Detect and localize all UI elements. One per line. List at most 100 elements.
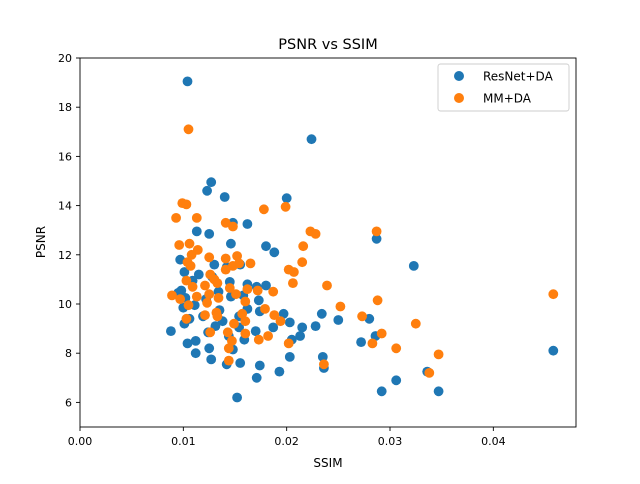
data-point-0-4 bbox=[219, 192, 230, 202]
data-point-0-79 bbox=[391, 375, 402, 386]
x-tick-label-1: 0.01 bbox=[171, 435, 196, 448]
data-point-1-64 bbox=[410, 318, 421, 329]
data-point-0-82 bbox=[232, 392, 243, 403]
data-point-0-70 bbox=[317, 352, 328, 362]
data-point-1-32 bbox=[187, 281, 198, 292]
data-point-1-39 bbox=[322, 280, 332, 291]
data-point-1-62 bbox=[229, 318, 239, 329]
data-point-0-42 bbox=[333, 315, 344, 325]
data-point-0-71 bbox=[206, 354, 217, 365]
data-point-0-67 bbox=[356, 337, 366, 347]
data-point-1-2 bbox=[181, 199, 192, 210]
data-point-1-68 bbox=[263, 331, 273, 341]
data-point-1-51 bbox=[372, 295, 383, 306]
y-tick-label-0: 6 bbox=[65, 396, 72, 409]
y-tick-label-4: 14 bbox=[58, 200, 72, 213]
data-point-1-16 bbox=[204, 252, 215, 263]
data-point-1-38 bbox=[288, 278, 298, 288]
y-tick-label-3: 12 bbox=[58, 249, 72, 262]
data-point-1-34 bbox=[212, 278, 223, 288]
y-axis-ticks: 6 8 10 12 14 16 18 20 bbox=[58, 52, 80, 409]
data-point-1-63 bbox=[357, 311, 367, 322]
data-point-0-64 bbox=[182, 338, 193, 349]
x-tick-label-2: 0.02 bbox=[274, 435, 299, 448]
x-axis-label: SSIM bbox=[313, 456, 342, 470]
data-point-1-36 bbox=[242, 284, 253, 295]
data-point-0-54 bbox=[310, 321, 321, 331]
data-point-0-5 bbox=[281, 193, 292, 204]
data-point-1-26 bbox=[289, 267, 299, 277]
data-point-1-33 bbox=[200, 280, 210, 291]
data-point-0-53 bbox=[297, 322, 308, 333]
data-point-1-53 bbox=[260, 304, 270, 314]
legend-marker-mm-da bbox=[454, 93, 464, 103]
data-point-1-74 bbox=[391, 343, 402, 354]
data-point-0-83 bbox=[548, 345, 559, 356]
data-point-1-23 bbox=[234, 258, 245, 269]
data-point-0-20 bbox=[193, 269, 204, 280]
data-point-0-7 bbox=[204, 229, 215, 239]
data-point-1-76 bbox=[223, 355, 234, 366]
data-point-0-65 bbox=[295, 331, 305, 341]
data-point-0-14 bbox=[209, 259, 220, 270]
data-point-1-60 bbox=[240, 316, 251, 327]
data-point-0-11 bbox=[261, 241, 271, 252]
data-point-1-17 bbox=[220, 253, 231, 264]
data-point-0-18 bbox=[371, 233, 382, 244]
legend: ResNet+DA MM+DA bbox=[437, 63, 570, 112]
data-point-1-11 bbox=[371, 226, 382, 237]
data-point-1-12 bbox=[174, 240, 185, 250]
data-point-1-56 bbox=[237, 308, 248, 319]
data-point-1-72 bbox=[283, 338, 294, 349]
axes-frame bbox=[79, 57, 577, 428]
data-point-0-12 bbox=[269, 247, 280, 258]
points-layer bbox=[166, 76, 559, 403]
legend-marker-resnet-da bbox=[454, 71, 464, 81]
data-point-1-42 bbox=[191, 291, 202, 302]
data-point-1-27 bbox=[297, 257, 308, 268]
data-point-0-77 bbox=[274, 366, 285, 377]
data-point-0-41 bbox=[316, 308, 327, 319]
data-point-0-80 bbox=[376, 386, 387, 397]
data-point-1-58 bbox=[269, 310, 280, 320]
data-point-0-17 bbox=[408, 261, 419, 271]
data-point-1-41 bbox=[175, 294, 186, 304]
data-point-0-56 bbox=[250, 326, 261, 336]
y-tick-label-6: 18 bbox=[58, 101, 72, 114]
data-point-0-34 bbox=[253, 295, 264, 306]
data-point-0-62 bbox=[204, 343, 215, 354]
data-point-1-50 bbox=[335, 301, 346, 312]
data-point-1-57 bbox=[212, 311, 223, 322]
data-point-1-37 bbox=[252, 285, 263, 296]
data-point-0-55 bbox=[166, 326, 176, 336]
y-axis-label: PSNR bbox=[34, 226, 48, 258]
data-point-1-65 bbox=[205, 327, 216, 338]
data-point-1-69 bbox=[253, 334, 264, 345]
data-point-1-43 bbox=[204, 289, 215, 300]
data-point-0-73 bbox=[254, 360, 265, 371]
data-point-0-6 bbox=[191, 226, 202, 237]
data-point-0-61 bbox=[190, 336, 201, 346]
data-point-1-52 bbox=[548, 289, 559, 300]
series-1 bbox=[167, 124, 559, 378]
data-point-0-78 bbox=[251, 372, 262, 383]
data-point-0-68 bbox=[190, 348, 201, 359]
data-point-1-48 bbox=[240, 296, 251, 307]
data-point-1-10 bbox=[310, 229, 321, 239]
data-point-1-45 bbox=[231, 289, 241, 300]
data-point-1-31 bbox=[181, 275, 192, 286]
y-tick-label-2: 10 bbox=[58, 298, 72, 311]
data-point-1-71 bbox=[227, 336, 237, 346]
data-point-0-2 bbox=[206, 177, 217, 188]
data-point-0-69 bbox=[284, 352, 295, 362]
y-tick-label-5: 16 bbox=[58, 150, 72, 163]
data-point-0-9 bbox=[242, 219, 253, 229]
data-point-1-67 bbox=[240, 328, 251, 339]
data-point-1-13 bbox=[184, 238, 195, 249]
data-point-1-0 bbox=[183, 124, 194, 135]
data-point-1-7 bbox=[280, 201, 291, 212]
data-point-1-8 bbox=[259, 204, 269, 215]
legend-box bbox=[437, 63, 570, 112]
data-point-1-55 bbox=[200, 310, 210, 320]
